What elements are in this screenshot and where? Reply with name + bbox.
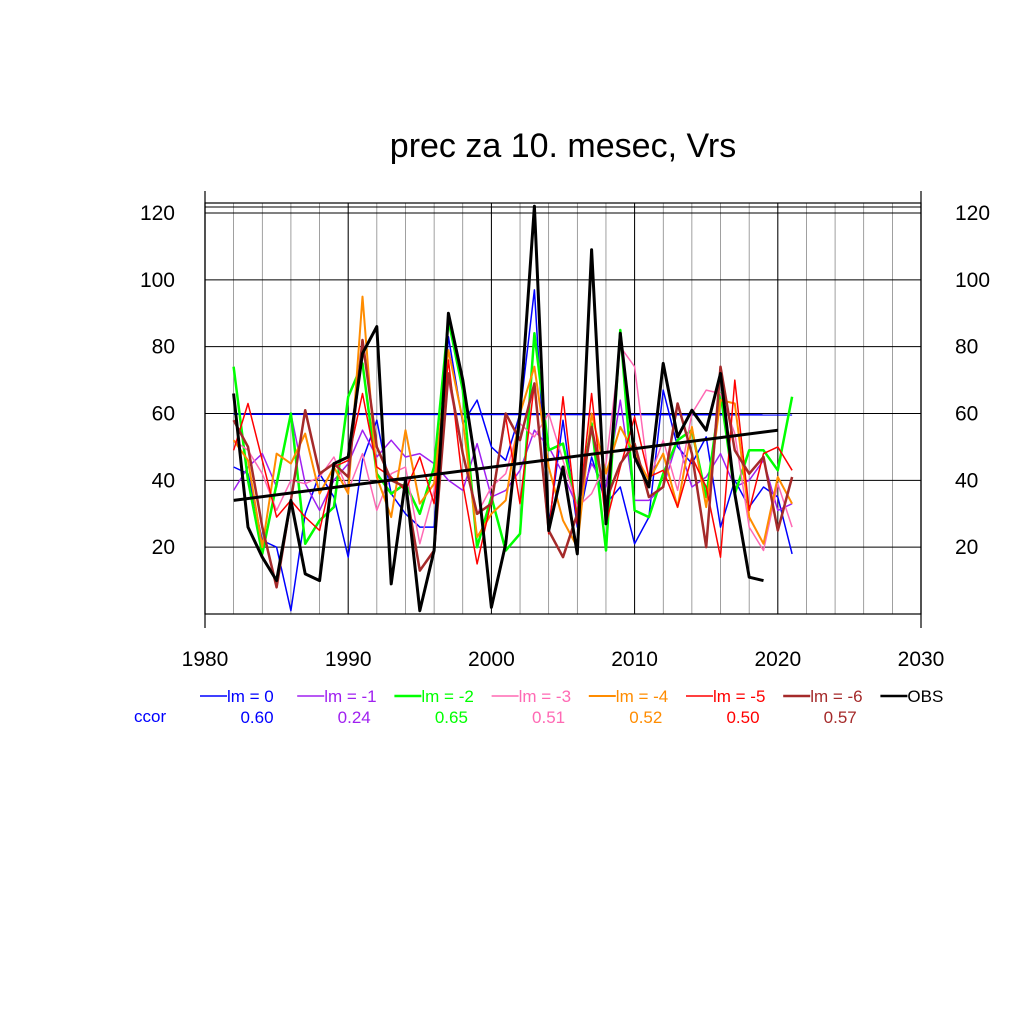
plot-frame [204,191,922,628]
grid [204,203,922,614]
y-tick-label-left: 40 [152,469,175,492]
reference-line [233,413,793,416]
legend-label: OBS [907,687,943,706]
y-tick-label-right: 40 [955,469,978,492]
ccor-value: 0.24 [338,708,371,727]
x-tick-label: 1990 [325,648,372,671]
ccor-value: 0.57 [824,708,857,727]
legend-label: lm = 0 [227,687,274,706]
series-line-obs [232,204,764,613]
y-tick-label-right: 120 [955,202,990,225]
y-tick-label-left: 80 [152,336,175,359]
series-line-lm-3 [233,345,793,552]
y-tick-label-right: 20 [955,536,978,559]
trend-line [233,428,778,502]
series-lines [232,204,794,613]
ccor-value: 0.50 [726,708,759,727]
ccor-label: ccor [134,707,166,726]
x-tick-label: 2020 [754,648,801,671]
y-tick-label-right: 60 [955,403,978,426]
legend: ccor lm = 0 0.60 lm = -1 0.24 lm = -2 0.65 lm … [134,687,943,727]
ccor-value: 0.60 [240,708,273,727]
y-tick-label-left: 60 [152,403,175,426]
legend-label: lm = -2 [421,687,473,706]
chart-title: prec za 10. mesec, Vrs [390,127,736,165]
y-tick-label-right: 100 [955,269,990,292]
legend-label: lm = -6 [810,687,862,706]
ccor-value: 0.51 [532,708,565,727]
climatology-line [233,413,793,416]
ccor-value: 0.52 [629,708,662,727]
y-tick-label-left: 120 [140,202,175,225]
legend-label: lm = -4 [616,687,668,706]
y-tick-label-right: 80 [955,336,978,359]
legend-label: lm = -1 [324,687,376,706]
x-tick-label: 2010 [611,648,658,671]
series-line-lm-5 [232,359,793,565]
plot-border [204,202,922,615]
x-tick-label: 2000 [468,648,515,671]
ccor-value: 0.65 [435,708,468,727]
legend-label: lm = -3 [519,687,571,706]
y-tick-label-left: 100 [140,269,175,292]
legend-label: lm = -5 [713,687,765,706]
y-tick-label-left: 20 [152,536,175,559]
series-line-lm-6 [232,338,794,589]
x-tick-label: 1980 [182,648,229,671]
series-line-lm-0 [233,289,793,612]
x-tick-label: 2030 [898,648,945,671]
